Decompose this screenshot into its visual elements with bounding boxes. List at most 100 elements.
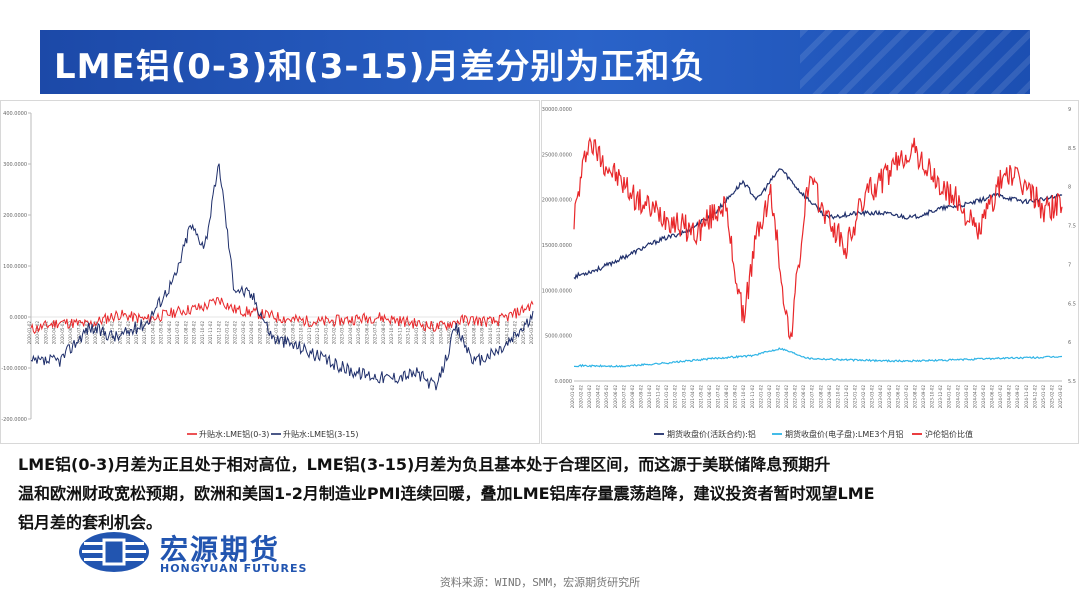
x-tick-label: 2023-09-02	[921, 385, 926, 409]
x-tick-label: 2023-02-02	[861, 385, 866, 409]
x-tick-label: 2025-03-02	[1058, 385, 1063, 409]
x-tick-label: 2020-03-02	[587, 385, 592, 409]
x-tick-label: 2022-04-02	[784, 385, 789, 409]
page-title: LME铝(0-3)和(3-15)月差分别为正和负	[54, 47, 706, 87]
x-tick-label: 2023-05-02	[887, 385, 892, 409]
x-tick-label: 2022-11-02	[307, 321, 312, 345]
y-tick-label: 0.0000	[10, 315, 28, 321]
x-tick-label: 2022-08-02	[282, 321, 287, 345]
x-tick-label: 2020-09-02	[93, 321, 98, 345]
series-line	[30, 297, 534, 335]
x-tick-label: 2024-08-02	[1007, 385, 1012, 409]
x-tick-label: 2022-05-02	[257, 321, 262, 345]
x-tick-label: 2020-09-02	[638, 385, 643, 409]
x-tick-label: 2021-11-02	[208, 321, 213, 345]
logo-text-cn: 宏源期货	[160, 533, 281, 566]
x-tick-label: 2020-05-02	[604, 385, 609, 409]
x-tick-label: 2020-01-02	[27, 321, 32, 345]
logo-mark-icon	[79, 532, 149, 572]
summary-line: 铝月差的套利机会。	[18, 513, 163, 532]
x-tick-label: 2022-01-02	[225, 321, 230, 345]
x-tick-label: 2024-11-02	[496, 321, 501, 345]
legend-label: 期货收盘价(活跃合约):铝	[667, 429, 756, 439]
x-tick-label: 2021-09-02	[192, 321, 197, 345]
y-tick-label: -200.0000	[1, 417, 27, 423]
chart-right-panel: 30000.0000 25000.0000 20000.0000 15000.0000…	[541, 100, 1079, 444]
x-tick-label: 2024-02-02	[422, 321, 427, 345]
x-tick-label: 2024-07-02	[998, 385, 1003, 409]
x-tick-label: 2020-05-02	[60, 321, 65, 345]
logo-text-en: HONGYUAN FUTURES	[160, 562, 308, 575]
x-tick-label: 2023-10-02	[389, 321, 394, 345]
x-tick-label: 2024-09-02	[480, 321, 485, 345]
x-tick-label: 2024-05-02	[447, 321, 452, 345]
y-tick-label-left: 5000.0000	[545, 334, 572, 340]
source-note: 资料来源：WIND，SMM，宏源期货研究所	[439, 576, 641, 589]
x-tick-label: 2023-07-02	[373, 321, 378, 345]
x-tick-label: 2024-02-02	[955, 385, 960, 409]
x-tick-label: 2020-12-02	[118, 321, 123, 345]
x-tick-label: 2024-09-02	[1015, 385, 1020, 409]
x-tick-label: 2020-03-02	[43, 321, 48, 345]
x-tick-label: 2025-02-02	[521, 321, 526, 345]
x-tick-label: 2022-12-02	[844, 385, 849, 409]
y-tick-label: 300.0000	[3, 162, 27, 168]
x-tick-label: 2024-04-02	[972, 385, 977, 409]
x-tick-label: 2022-10-02	[299, 321, 304, 345]
x-tick-label: 2023-08-02	[912, 385, 917, 409]
x-tick-label: 2024-11-02	[1024, 385, 1029, 409]
x-tick-label: 2020-06-02	[68, 321, 73, 345]
x-tick-label: 2023-02-02	[331, 321, 336, 345]
x-tick-label: 2020-06-02	[613, 385, 618, 409]
x-tick-label: 2024-04-02	[438, 321, 443, 345]
x-tick-label: 2024-12-02	[1032, 385, 1037, 409]
x-tick-label: 2022-08-02	[818, 385, 823, 409]
legend: 升贴水:LME铝(0-3) 升贴水:LME铝(3-15)	[187, 429, 359, 439]
x-tick-label: 2022-06-02	[801, 385, 806, 409]
x-tick-label: 2023-04-02	[878, 385, 883, 409]
legend-label: 升贴水:LME铝(0-3)	[199, 429, 269, 439]
y-tick-label-right: 7.5	[1068, 224, 1076, 230]
x-tick-label: 2023-03-02	[340, 321, 345, 345]
x-tick-label: 2020-02-02	[35, 321, 40, 345]
x-tick-label: 2021-08-02	[183, 321, 188, 345]
y-tick-label-left: 10000.0000	[542, 288, 572, 294]
title-bar: LME铝(0-3)和(3-15)月差分别为正和负	[40, 30, 1030, 94]
x-tick-label: 2023-05-02	[356, 321, 361, 345]
x-tick-label: 2020-01-02	[570, 385, 575, 409]
x-tick-label: 2023-07-02	[904, 385, 909, 409]
x-tick-label: 2021-07-02	[716, 385, 721, 409]
x-tick-label: 2021-12-02	[216, 321, 221, 345]
x-tick-label: 2022-03-02	[241, 321, 246, 345]
y-tick-label-right: 9	[1068, 107, 1071, 113]
x-tick-label: 2024-01-02	[414, 321, 419, 345]
x-tick-label: 2022-07-02	[274, 321, 279, 345]
x-tick-label: 2024-03-02	[964, 385, 969, 409]
x-tick-label: 2021-03-02	[681, 385, 686, 409]
x-tick-label: 2023-01-02	[323, 321, 328, 345]
company-logo: 宏源期货 HONGYUAN FUTURES	[78, 528, 318, 578]
x-tick-label: 2022-02-02	[233, 321, 238, 345]
x-tick-label: 2020-04-02	[52, 321, 57, 345]
x-tick-label: 2021-06-02	[167, 321, 172, 345]
series-line	[574, 347, 1062, 368]
x-tick-label: 2023-12-02	[406, 321, 411, 345]
x-tick-label: 2022-10-02	[835, 385, 840, 409]
x-tick-label: 2020-10-02	[647, 385, 652, 409]
x-tick-label: 2021-09-02	[733, 385, 738, 409]
series-line	[30, 163, 534, 391]
x-tick-label: 2023-01-02	[853, 385, 858, 409]
x-tick-label: 2024-01-02	[947, 385, 952, 409]
chart-left-panel: 400.0000 300.0000 200.0000 100.0000 0.0000 -1…	[0, 100, 540, 444]
x-tick-label: 2021-10-02	[200, 321, 205, 345]
x-tick-label: 2023-06-02	[895, 385, 900, 409]
x-tick-label: 2024-08-02	[471, 321, 476, 345]
x-tick-label: 2022-03-02	[775, 385, 780, 409]
x-tick-label: 2021-06-02	[707, 385, 712, 409]
y-tick-label-right: 5.5	[1068, 379, 1076, 385]
x-tick-label: 2025-02-02	[1049, 385, 1054, 409]
y-tick-label: 100.0000	[3, 264, 27, 270]
x-tick-label: 2021-08-02	[724, 385, 729, 409]
y-tick-label-left: 30000.0000	[542, 107, 572, 113]
x-tick-label: 2022-07-02	[810, 385, 815, 409]
